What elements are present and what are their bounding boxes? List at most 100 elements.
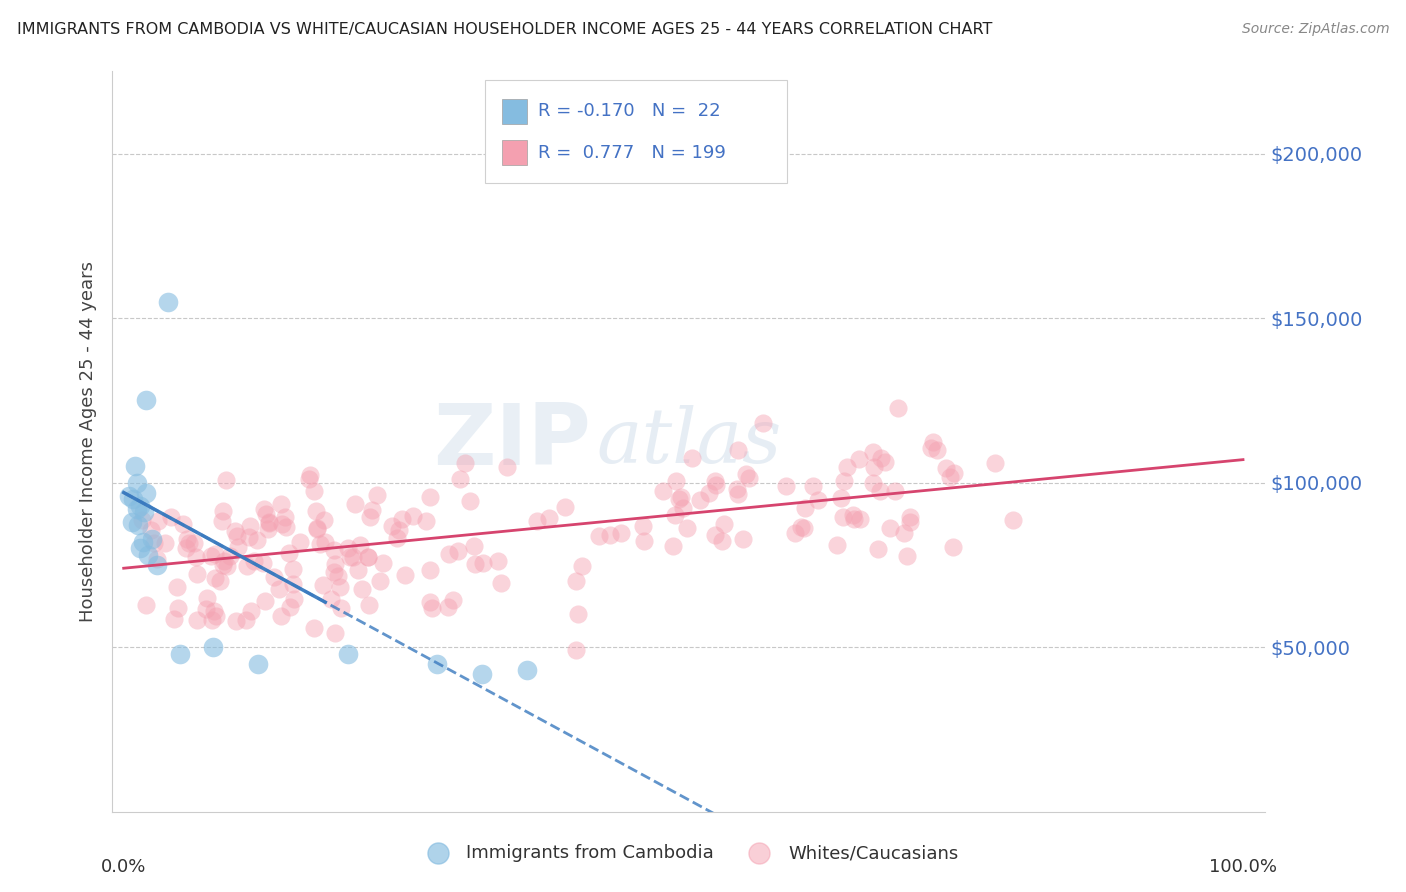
Point [157,294,180,309]
Point [202,604,225,618]
Point [201,613,224,627]
Point [368,574,391,588]
Point [186,613,208,627]
Point [153,536,176,550]
Point [240,604,263,618]
Point [927,443,949,458]
Point [314,535,336,549]
Point [166,580,188,594]
Point [942,466,965,480]
Point [662,540,685,554]
Point [146,558,169,572]
Point [298,467,321,482]
Point [879,521,901,535]
Point [219,549,242,564]
Point [934,461,956,475]
Point [146,514,169,528]
Point [169,647,191,661]
Point [131,535,153,549]
Point [697,486,720,500]
Point [361,503,384,517]
Point [794,501,817,516]
Point [239,519,262,533]
Point [135,485,157,500]
Point [420,601,443,615]
Point [402,508,425,523]
Point [357,550,380,565]
Point [127,502,149,516]
Point [352,582,374,596]
Point [263,570,285,584]
Point [281,576,304,591]
Point [135,393,157,408]
Point [599,527,621,541]
Text: atlas: atlas [596,405,782,478]
Point [329,580,352,594]
Point [453,456,475,470]
Point [862,459,884,474]
Point [887,401,910,415]
Point [391,512,413,526]
Point [145,551,167,566]
Point [271,516,294,531]
Point [939,470,962,484]
Point [302,621,325,635]
Text: R = -0.170   N =  22: R = -0.170 N = 22 [538,103,721,120]
Point [246,657,269,671]
Point [343,497,366,511]
Text: R =  0.777   N = 199: R = 0.777 N = 199 [538,144,727,161]
Point [893,526,915,541]
Point [381,519,404,533]
Point [167,600,190,615]
Point [136,548,159,562]
Point [942,540,965,554]
Point [633,534,655,549]
Point [652,483,675,498]
Point [565,643,588,657]
Point [186,549,208,564]
Point [141,532,163,546]
Point [257,523,280,537]
Point [775,479,797,493]
Point [554,500,576,514]
Point [132,505,155,519]
Point [668,492,690,507]
Point [486,554,509,568]
Point [215,473,238,487]
Point [869,451,891,466]
Text: 100.0%: 100.0% [1209,858,1277,876]
Point [920,441,942,455]
Point [664,508,686,522]
Point [205,608,228,623]
Text: Source: ZipAtlas.com: Source: ZipAtlas.com [1241,22,1389,37]
Point [211,558,233,572]
Point [681,450,703,465]
Point [270,497,292,511]
Point [922,434,945,449]
Point [790,520,813,534]
Point [174,541,197,556]
Point [270,609,292,624]
Point [336,647,359,661]
Point [288,535,311,549]
Point [298,472,321,486]
Point [127,518,149,533]
Point [373,556,395,570]
Point [689,492,711,507]
Point [834,474,856,488]
Point [785,526,807,541]
Point [278,600,301,615]
Point [121,492,143,507]
Point [463,540,485,554]
Point [359,599,381,613]
Point [129,499,152,513]
Point [441,593,464,607]
Point [727,487,749,501]
Point [419,595,441,609]
Point [135,598,157,612]
Point [252,556,274,570]
Point [202,640,225,655]
Point [183,536,205,550]
Point [807,493,830,508]
Point [131,513,153,527]
